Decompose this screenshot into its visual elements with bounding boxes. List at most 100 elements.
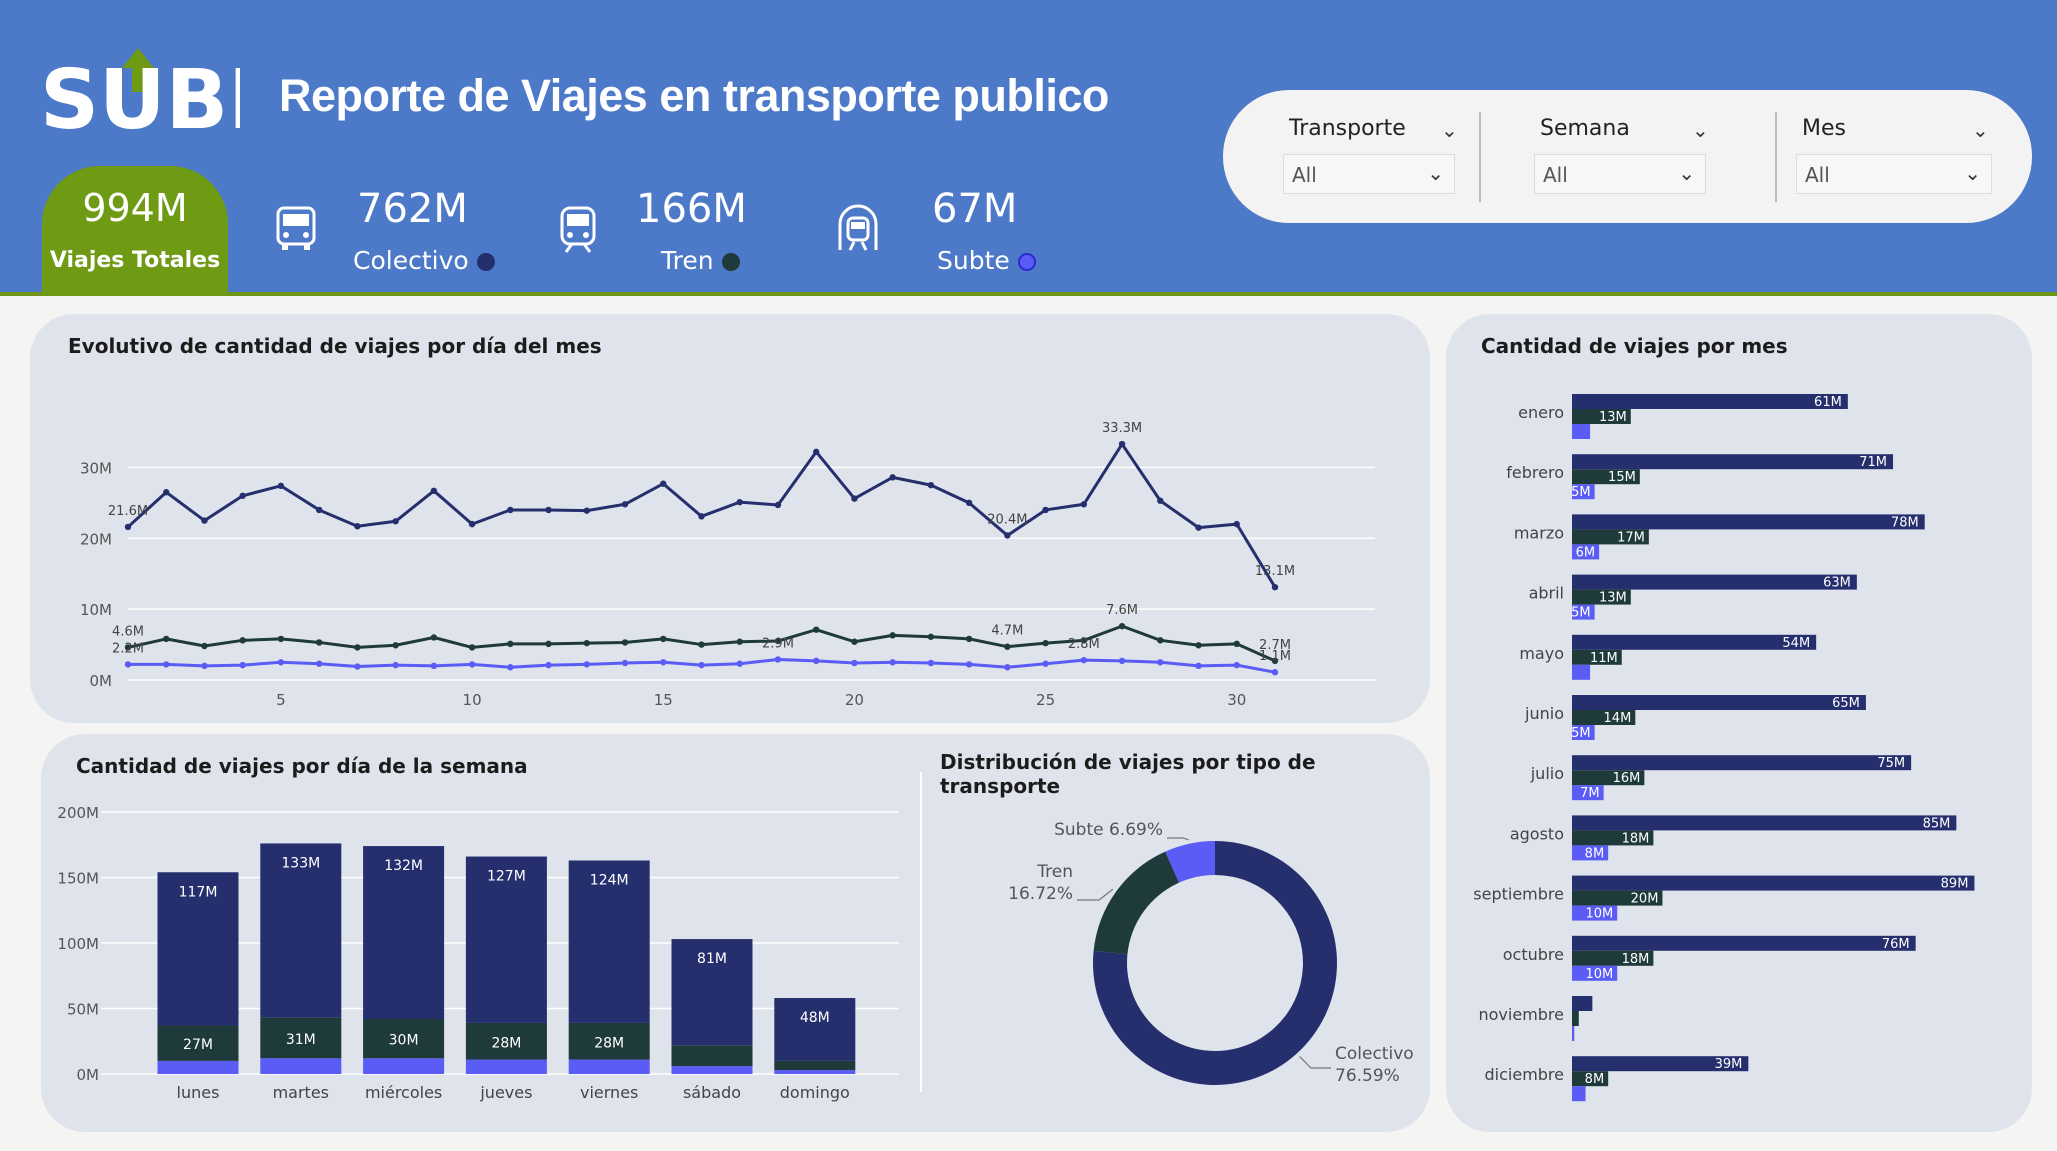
tren-data-point xyxy=(1080,637,1088,644)
daily-trend-chart: 0M 10M 20M 30M 5 10 15 20 25 30 21.6M 20.4M 33.3M 13.… xyxy=(80,421,1375,709)
bar-data-label: 133M xyxy=(281,855,320,871)
colectivo-slice-percent: 76.59% xyxy=(1335,1066,1400,1086)
colectivo-data-point xyxy=(1195,524,1202,531)
month-label: noviembre xyxy=(1479,1005,1565,1024)
y-tick-label: 30M xyxy=(80,459,112,477)
tren-bar-segment xyxy=(260,1017,342,1059)
colectivo-bar-segment xyxy=(260,843,342,1018)
tren-month-bar xyxy=(1572,649,1622,665)
x-category-label: viernes xyxy=(580,1083,638,1102)
colectivo-bar-segment xyxy=(157,872,239,1026)
colectivo-data-point xyxy=(392,518,399,525)
tren-data-point xyxy=(774,637,782,645)
leader-line xyxy=(1167,837,1189,841)
colectivo-month-bar xyxy=(1572,394,1848,409)
tren-data-point xyxy=(889,632,896,639)
month-label: junio xyxy=(1524,704,1564,723)
colectivo-month-bar xyxy=(1572,514,1925,530)
chevron-down-icon: ⌄ xyxy=(1964,161,1981,185)
colectivo-data-point xyxy=(1042,506,1049,514)
tren-slice-label: Tren xyxy=(1036,862,1073,882)
subte-data-point xyxy=(851,659,858,667)
chevron-down-icon[interactable]: ⌄ xyxy=(1692,118,1709,142)
kpi-colectivo-value: 762M xyxy=(357,186,468,232)
colectivo-data-point xyxy=(774,501,782,509)
x-category-label: sábado xyxy=(683,1083,741,1102)
bar-data-label: 89M xyxy=(1941,877,1969,892)
tren-month-bar xyxy=(1572,409,1631,424)
bar-data-label: 17M xyxy=(1617,530,1645,545)
y-tick-label: 100M xyxy=(57,935,99,953)
bar-data-label: 65M xyxy=(1832,696,1860,711)
tren-month-bar xyxy=(1572,710,1636,725)
filter-semana-dropdown[interactable]: All ⌄ xyxy=(1534,154,1706,194)
subte-bar-segment xyxy=(363,1058,445,1074)
colectivo-data-point xyxy=(813,448,820,456)
x-tick-label: 15 xyxy=(654,691,673,709)
colectivo-data-point xyxy=(354,523,361,530)
tren-month-bar xyxy=(1572,1011,1579,1026)
colectivo-data-point xyxy=(927,481,935,489)
bar-data-label: 8M xyxy=(1585,1072,1605,1087)
tren-month-bar xyxy=(1572,469,1640,485)
subte-data-point xyxy=(927,659,935,667)
chevron-down-icon[interactable]: ⌄ xyxy=(1441,118,1458,142)
colectivo-month-bar xyxy=(1572,1056,1749,1072)
subte-data-point xyxy=(1195,662,1202,670)
bar-data-label: 18M xyxy=(1622,831,1650,846)
daily-trend-card: Evolutivo de cantidad de viajes por día … xyxy=(30,314,1430,723)
monthly-title: Cantidad de viajes por mes xyxy=(1481,334,1788,358)
data-label: 2.2M xyxy=(112,641,144,656)
bar-data-label: 127M xyxy=(487,869,526,885)
colectivo-data-point xyxy=(660,480,667,487)
data-label: 33.3M xyxy=(1102,421,1142,436)
month-label: marzo xyxy=(1514,523,1564,542)
tren-month-bar xyxy=(1572,1071,1609,1087)
chevron-down-icon[interactable]: ⌄ xyxy=(1972,118,1989,142)
bus-icon xyxy=(276,206,316,250)
subte-data-point xyxy=(124,661,132,668)
data-label: 21.6M xyxy=(108,504,148,519)
tren-month-bar xyxy=(1572,589,1631,605)
filter-mes-dropdown[interactable]: All ⌄ xyxy=(1796,154,1992,194)
tren-data-point xyxy=(315,639,323,646)
bar-data-label: 18M xyxy=(1622,952,1650,967)
kpi-tren-value: 166M xyxy=(636,186,747,232)
kpi-colectivo-label: Colectivo xyxy=(353,246,495,275)
tren-month-bar xyxy=(1572,890,1663,906)
subte-bar-segment xyxy=(465,1059,547,1074)
tren-data-point xyxy=(507,640,514,648)
subte-data-point xyxy=(354,663,361,670)
colectivo-month-bar xyxy=(1572,996,1593,1011)
colectivo-data-point xyxy=(965,499,973,507)
bar-data-label: 63M xyxy=(1823,576,1851,591)
kpi-subte-value: 67M xyxy=(932,186,1018,232)
distribution-title: Distribución de viajes por tipo de trans… xyxy=(940,750,1316,798)
subte-month-bar xyxy=(1572,484,1595,500)
colectivo-data-point xyxy=(1271,583,1279,591)
bar-data-label: 75M xyxy=(1877,756,1905,771)
filter-semana-label: Semana xyxy=(1540,116,1630,141)
bar-data-label: 11M xyxy=(1590,651,1618,666)
filter-transporte-dropdown[interactable]: All ⌄ xyxy=(1283,154,1455,194)
subte-legend-dot xyxy=(1017,253,1036,271)
data-label: 4.7M xyxy=(991,624,1023,639)
colectivo-data-point xyxy=(430,487,438,495)
subte-data-point xyxy=(813,657,820,665)
bar-data-label: 71M xyxy=(1859,455,1887,470)
subte-month-bar xyxy=(1572,1086,1586,1102)
subte-data-point xyxy=(277,659,285,666)
x-category-label: domingo xyxy=(780,1083,850,1102)
tren-legend-dot xyxy=(721,253,740,271)
colectivo-data-point xyxy=(468,520,476,528)
subte-data-point xyxy=(698,661,705,669)
data-label: 7.6M xyxy=(1106,603,1138,618)
leader-line xyxy=(1299,1056,1331,1069)
colectivo-data-point xyxy=(1118,440,1126,448)
x-tick-label: 25 xyxy=(1036,691,1055,709)
tren-donut-slice xyxy=(1093,851,1180,955)
tren-slice-percent: 16.72% xyxy=(1008,884,1073,904)
colectivo-data-point xyxy=(507,506,514,514)
bar-data-label: 78M xyxy=(1891,515,1919,530)
weekday-chart: 0M 50M 100M 150M 200M 27M 117M lunes 31M 133M mart… xyxy=(57,804,899,1102)
